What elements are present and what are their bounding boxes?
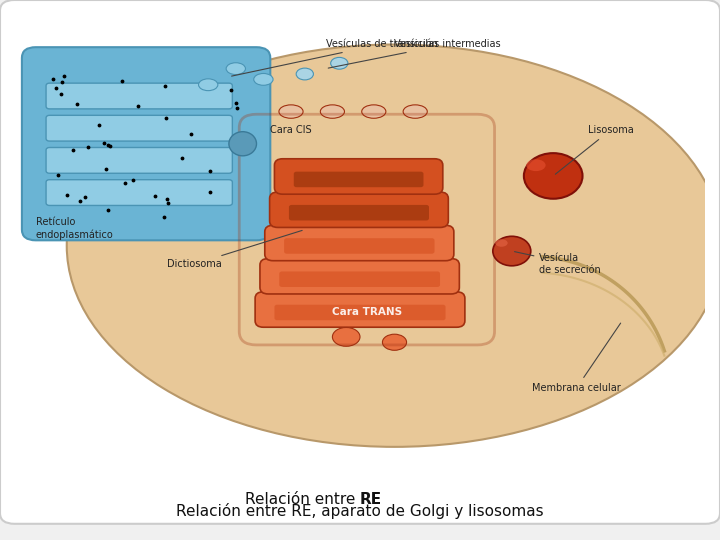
Text: RE: RE [360, 492, 382, 507]
Ellipse shape [330, 57, 348, 69]
Text: Cara CIS: Cara CIS [270, 125, 312, 135]
Text: Cara TRANS: Cara TRANS [333, 307, 402, 318]
Ellipse shape [296, 68, 313, 80]
FancyBboxPatch shape [46, 116, 233, 141]
FancyBboxPatch shape [265, 225, 454, 261]
Ellipse shape [492, 237, 531, 266]
Text: Vesículas intermedias: Vesículas intermedias [328, 39, 501, 68]
FancyBboxPatch shape [46, 180, 233, 205]
Ellipse shape [403, 105, 427, 118]
FancyBboxPatch shape [279, 272, 440, 287]
FancyBboxPatch shape [289, 205, 429, 220]
Text: Membrana celular: Membrana celular [533, 323, 621, 393]
Text: Vesículas de transición: Vesículas de transición [232, 39, 437, 76]
FancyBboxPatch shape [22, 47, 270, 240]
Ellipse shape [524, 153, 582, 199]
Ellipse shape [333, 327, 360, 346]
FancyBboxPatch shape [274, 305, 446, 320]
Text: Retículo
endoplasmático: Retículo endoplasmático [36, 218, 114, 240]
FancyBboxPatch shape [46, 83, 233, 109]
Ellipse shape [279, 105, 303, 118]
FancyBboxPatch shape [284, 238, 435, 254]
Ellipse shape [382, 334, 407, 350]
Text: Vesícula
de secreción: Vesícula de secreción [515, 252, 601, 274]
Text: Relación entre RE, aparato de Golgi y lisosomas: Relación entre RE, aparato de Golgi y li… [176, 503, 544, 519]
Ellipse shape [526, 159, 546, 171]
Ellipse shape [67, 44, 720, 447]
Ellipse shape [226, 63, 246, 75]
Text: Dictiosoma: Dictiosoma [167, 231, 302, 269]
Ellipse shape [495, 239, 508, 247]
FancyBboxPatch shape [260, 259, 459, 294]
Text: Lisosoma: Lisosoma [555, 125, 634, 174]
Ellipse shape [361, 105, 386, 118]
FancyBboxPatch shape [269, 192, 449, 227]
FancyBboxPatch shape [255, 292, 465, 327]
Ellipse shape [320, 105, 344, 118]
Ellipse shape [229, 132, 256, 156]
FancyBboxPatch shape [274, 159, 443, 194]
Ellipse shape [253, 73, 273, 85]
FancyBboxPatch shape [46, 147, 233, 173]
Ellipse shape [199, 79, 218, 91]
Text: Relación entre: Relación entre [245, 492, 360, 507]
FancyBboxPatch shape [294, 172, 423, 187]
